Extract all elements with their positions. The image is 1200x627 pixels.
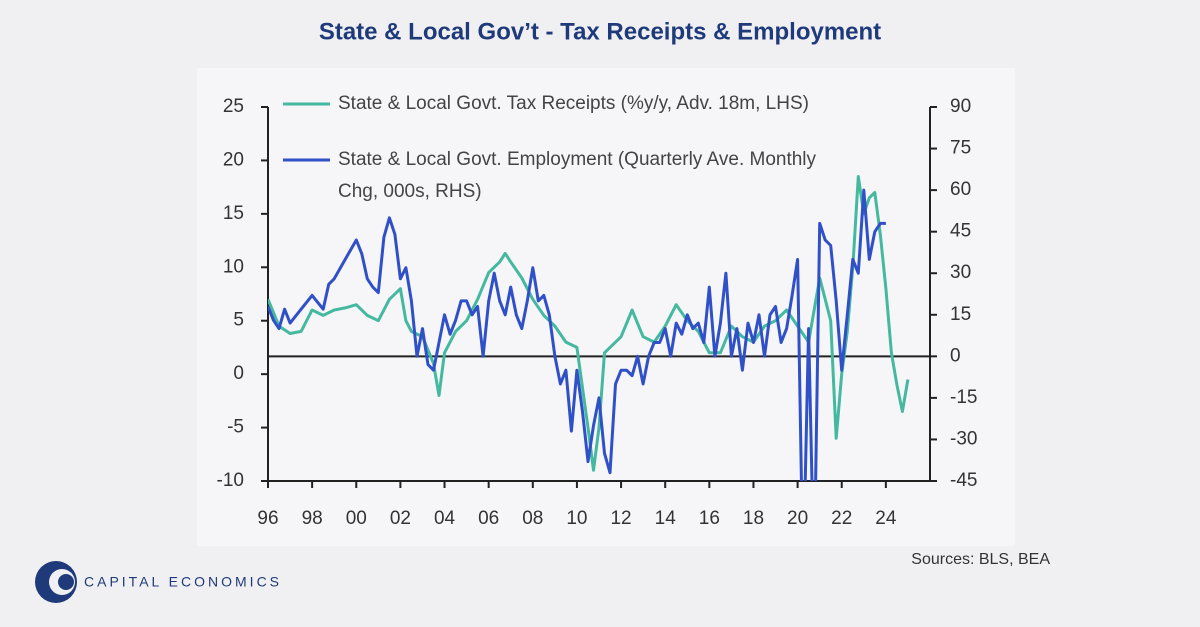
y2-tick-label: -30 [950, 428, 977, 449]
chart-title: State & Local Gov’t - Tax Receipts & Emp… [319, 18, 881, 45]
x-tick-label: 00 [346, 508, 367, 529]
y2-tick-label: -45 [950, 470, 977, 491]
y-tick-label: -5 [227, 417, 244, 438]
series-line [268, 188, 886, 481]
y2-tick-label: 90 [950, 96, 971, 117]
legend-entry: State & Local Govt. Employment (Quarterl… [338, 144, 818, 208]
y2-tick-label: 0 [950, 345, 961, 366]
plot-area [268, 175, 910, 481]
y-tick-label: 20 [223, 149, 244, 170]
logo [35, 561, 77, 603]
y2-tick-label: -15 [950, 387, 977, 408]
x-tick-label: 24 [875, 508, 897, 529]
x-tick-label: 18 [743, 508, 764, 529]
legend-label: State & Local Govt. Employment (Quarterl… [338, 149, 817, 202]
x-tick-label: 96 [257, 508, 278, 529]
chart-panel [197, 68, 1015, 546]
y2-tick-label: 75 [950, 138, 971, 159]
x-tick-label: 08 [522, 508, 543, 529]
y-tick-label: 25 [223, 96, 244, 117]
x-tick-label: 16 [699, 508, 720, 529]
logo-mark [58, 574, 74, 590]
y2-tick-label: 15 [950, 304, 971, 325]
y-tick-label: 0 [233, 363, 244, 384]
y2-tick-label: 30 [950, 262, 971, 283]
y-tick-label: 10 [223, 256, 244, 277]
x-tick-label: 20 [787, 508, 808, 529]
y2-tick-label: 45 [950, 221, 971, 242]
x-tick-label: 04 [434, 508, 456, 529]
x-tick-label: 06 [478, 508, 499, 529]
x-tick-label: 22 [831, 508, 852, 529]
y-tick-label: -10 [217, 470, 244, 491]
logo-text: CAPITAL ECONOMICS [84, 574, 282, 590]
y-tick-label: 15 [223, 203, 244, 224]
x-tick-label: 98 [302, 508, 323, 529]
y2-tick-label: 60 [950, 179, 971, 200]
y-tick-label: 5 [233, 310, 244, 331]
x-tick-label: 12 [610, 508, 631, 529]
x-tick-label: 02 [390, 508, 411, 529]
legend-label: State & Local Govt. Tax Receipts (%y/y, … [338, 93, 809, 114]
legend-entry: State & Local Govt. Tax Receipts (%y/y, … [338, 88, 938, 120]
x-tick-label: 14 [655, 508, 677, 529]
source: Sources: BLS, BEA [911, 551, 1050, 568]
x-tick-label: 10 [566, 508, 587, 529]
